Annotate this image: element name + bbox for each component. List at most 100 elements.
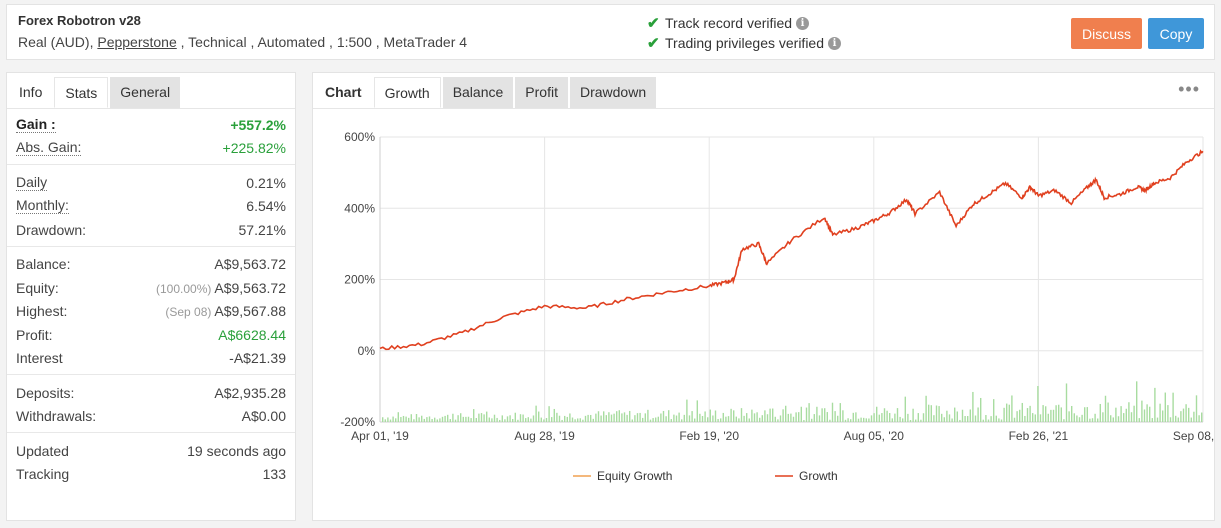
highest-date: (Sep 08) <box>165 305 212 320</box>
volume-bar <box>740 408 743 422</box>
volume-bar <box>1164 392 1166 422</box>
volume-bar <box>904 396 906 422</box>
tab-chart[interactable]: Chart <box>315 77 372 108</box>
volume-bar <box>990 416 992 422</box>
volume-bar <box>1065 383 1068 422</box>
volume-bar <box>652 418 654 422</box>
volume-bar <box>803 419 805 422</box>
volume-bar <box>668 410 670 422</box>
volume-bar <box>675 415 678 422</box>
highest-amount: A$9,567.88 <box>214 303 286 320</box>
equity-value: (100.00%) A$9,563.72 <box>156 280 286 296</box>
volume-bar <box>772 408 774 422</box>
volume-bar <box>657 416 659 422</box>
x-tick-label: Feb 19, '20 <box>679 429 739 443</box>
volume-bar <box>928 404 930 422</box>
volume-bar <box>831 402 834 422</box>
stat-row-interest: Interest -A$21.39 <box>16 347 286 371</box>
trading-privileges-verified: ✔ Trading privileges verified i <box>647 34 841 52</box>
volume-bar <box>397 412 399 422</box>
volume-bar <box>743 415 745 422</box>
growth-chart: 600% 400% 200% 0% -200%Apr 01, '19 Aug 28, '1… <box>340 130 1221 483</box>
volume-bar <box>457 415 459 422</box>
tab-drawdown[interactable]: Drawdown <box>569 77 657 108</box>
broker-link[interactable]: Pepperstone <box>97 34 177 50</box>
volume-bar <box>967 416 969 422</box>
volume-bar <box>844 419 847 422</box>
volume-bar <box>1120 406 1122 422</box>
volume-bar <box>517 419 519 422</box>
info-icon[interactable]: i <box>828 36 841 50</box>
volume-bar <box>779 415 782 422</box>
rate-block: Daily 0.21% Monthly: 6.54% Drawdown: 57.… <box>7 165 295 247</box>
tab-growth[interactable]: Growth <box>373 77 441 108</box>
volume-bar <box>543 419 545 422</box>
updated-value: 19 seconds ago <box>187 442 286 459</box>
volume-bar <box>527 417 529 422</box>
discuss-button[interactable]: Discuss <box>1071 18 1142 49</box>
drawdown-label: Drawdown: <box>16 221 87 238</box>
equity-label: Equity: <box>16 279 59 296</box>
track-record-verified: ✔ Track record verified i <box>647 14 810 32</box>
daily-label[interactable]: Daily <box>16 173 48 191</box>
abs-gain-label[interactable]: Abs. Gain: <box>16 139 82 157</box>
volume-bar <box>985 415 987 422</box>
volume-bar <box>699 413 701 422</box>
tab-general[interactable]: General <box>110 77 181 108</box>
tab-stats[interactable]: Stats <box>54 77 109 108</box>
volume-bar <box>670 419 672 422</box>
volume-bar <box>1008 404 1010 422</box>
tab-profit[interactable]: Profit <box>515 77 568 108</box>
volume-bar <box>800 406 802 422</box>
volume-bar <box>972 391 974 422</box>
copy-button[interactable]: Copy <box>1148 18 1204 49</box>
volume-bar <box>1071 405 1073 422</box>
volume-bar <box>701 415 704 422</box>
volume-bar <box>777 419 779 422</box>
checkmark-icon: ✔ <box>647 15 660 32</box>
deposits-block: Deposits: A$2,935.28 Withdrawals: A$0.00 <box>7 375 295 433</box>
volume-bar <box>977 407 979 422</box>
stat-row-profit: Profit: A$6628.44 <box>16 323 286 347</box>
volume-bar <box>548 406 550 422</box>
volume-bar <box>1149 406 1151 422</box>
gain-value: +557.2% <box>230 116 286 133</box>
volume-bar <box>852 412 854 422</box>
volume-bar <box>571 417 574 422</box>
volume-bar <box>683 414 685 422</box>
abs-gain-value: +225.82% <box>222 140 286 157</box>
volume-bar <box>753 413 756 422</box>
volume-bar <box>865 418 867 422</box>
volume-bar <box>504 419 506 422</box>
volume-bar <box>694 418 696 422</box>
tab-info[interactable]: Info <box>9 77 53 108</box>
volume-bar <box>579 418 581 422</box>
updated-label: Updated <box>16 442 69 459</box>
monthly-label[interactable]: Monthly: <box>16 197 69 215</box>
volume-bar <box>1195 395 1198 422</box>
volume-bar <box>444 415 446 422</box>
volume-bar <box>389 419 392 422</box>
volume-bar <box>623 412 626 422</box>
volume-bar <box>439 418 441 422</box>
tab-balance[interactable]: Balance <box>442 77 514 108</box>
volume-bar <box>961 409 964 422</box>
volume-bar <box>597 411 600 422</box>
volume-bar <box>933 415 935 422</box>
volume-bar <box>634 415 636 422</box>
info-icon[interactable]: i <box>796 16 810 30</box>
volume-bar <box>392 416 394 422</box>
profit-value: A$6628.44 <box>218 326 286 343</box>
volume-bar <box>834 411 836 422</box>
y-tick-label: 400% <box>344 201 375 215</box>
volume-bar <box>909 419 912 422</box>
volume-bar <box>558 415 561 422</box>
more-options-icon[interactable]: ••• <box>1178 79 1200 99</box>
x-tick-label: Feb 26, '21 <box>1009 429 1069 443</box>
gain-label[interactable]: Gain : <box>16 115 56 133</box>
volume-bar <box>1019 409 1021 422</box>
volume-bar <box>1078 417 1081 422</box>
volume-bar <box>535 405 537 422</box>
volume-bar <box>974 415 977 422</box>
volume-bar <box>1021 402 1023 422</box>
